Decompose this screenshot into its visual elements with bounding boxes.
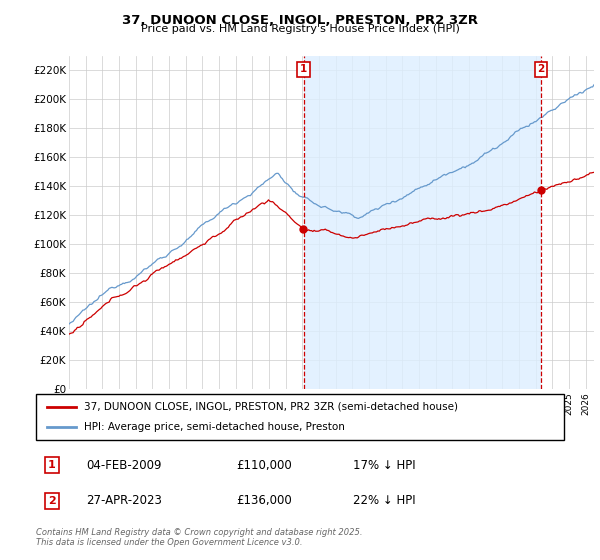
Text: 04-FEB-2009: 04-FEB-2009 <box>86 459 161 472</box>
FancyBboxPatch shape <box>36 394 564 440</box>
Text: £136,000: £136,000 <box>236 494 292 507</box>
Text: 27-APR-2023: 27-APR-2023 <box>86 494 162 507</box>
Text: 17% ↓ HPI: 17% ↓ HPI <box>353 459 415 472</box>
Text: 1: 1 <box>48 460 56 470</box>
Text: 2: 2 <box>48 496 56 506</box>
Text: 22% ↓ HPI: 22% ↓ HPI <box>353 494 415 507</box>
Text: Price paid vs. HM Land Registry's House Price Index (HPI): Price paid vs. HM Land Registry's House … <box>140 24 460 34</box>
Text: 37, DUNOON CLOSE, INGOL, PRESTON, PR2 3ZR: 37, DUNOON CLOSE, INGOL, PRESTON, PR2 3Z… <box>122 14 478 27</box>
Text: 37, DUNOON CLOSE, INGOL, PRESTON, PR2 3ZR (semi-detached house): 37, DUNOON CLOSE, INGOL, PRESTON, PR2 3Z… <box>83 402 458 412</box>
Text: Contains HM Land Registry data © Crown copyright and database right 2025.
This d: Contains HM Land Registry data © Crown c… <box>36 528 362 547</box>
Text: HPI: Average price, semi-detached house, Preston: HPI: Average price, semi-detached house,… <box>83 422 344 432</box>
Text: 1: 1 <box>300 64 307 74</box>
Text: 2: 2 <box>538 64 545 74</box>
Bar <box>304 56 541 389</box>
Text: £110,000: £110,000 <box>236 459 292 472</box>
